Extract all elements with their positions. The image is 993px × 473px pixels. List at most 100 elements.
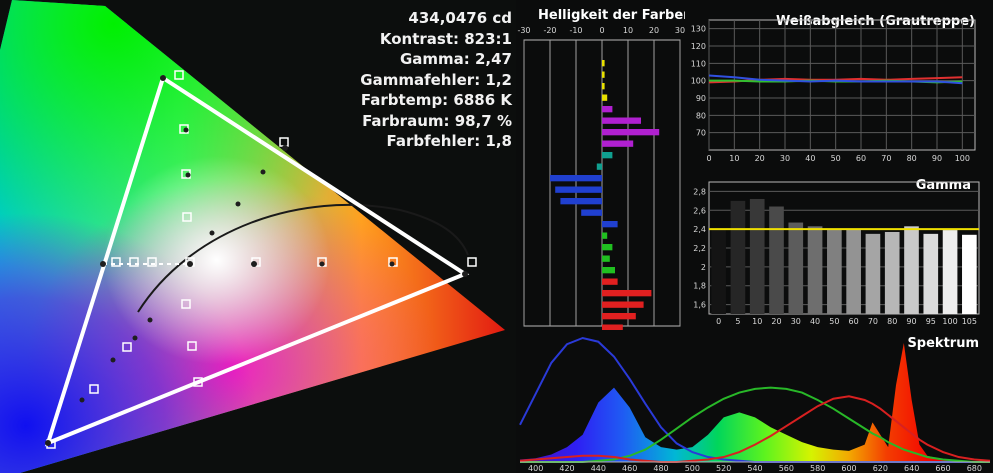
wb-y-tick-label: 100 — [691, 77, 706, 86]
gamma-value: Gamma: 2,47 — [399, 50, 512, 68]
white-balance-panel: Weißabgleich (Grautreppe) 130 120 110 100 90… — [685, 0, 993, 172]
measurement-stats: 434,0476 cd Kontrast: 823:1 Gamma: 2,47 … — [360, 8, 512, 152]
brightness-bar — [602, 94, 608, 101]
gamma-x-tick-label: 80 — [887, 317, 897, 326]
brightness-bar — [602, 83, 605, 90]
brightness-tick-label: 20 — [649, 26, 659, 35]
spectrum-chart: 400 420 440 460 480 500 520 540 560 580 600 620 640 6… — [519, 336, 991, 473]
spectrum-x-tick-label: 440 — [591, 464, 606, 473]
wb-y-tick-label: 70 — [696, 129, 706, 138]
white-balance-chart: 130 120 110 100 90 80 70 0 10 20 30 40 50 60 70 80 90 100 — [691, 19, 976, 163]
wb-x-tick-label: 50 — [831, 154, 841, 163]
gamma-y-tick-label: 2 — [701, 263, 706, 272]
brightness-bar — [602, 232, 608, 239]
wb-x-tick-label: 10 — [729, 154, 739, 163]
gamma-y-tick-label: 2,6 — [693, 206, 706, 215]
spectrum-title: Spektrum — [907, 336, 979, 351]
wb-x-tick-label: 0 — [706, 154, 711, 163]
brightness-bar — [602, 129, 660, 136]
wb-x-tick-label: 20 — [755, 154, 765, 163]
gamma-x-tick-label: 10 — [752, 317, 762, 326]
brightness-bar — [602, 267, 615, 274]
wb-x-tick-label: 40 — [805, 154, 815, 163]
brightness-panel: Helligkeit der Farben -30 -20 -10 0 10 20 30 — [516, 0, 692, 331]
brightness-tick-label: -30 — [517, 26, 530, 35]
spectrum-x-tick-label: 640 — [904, 464, 919, 473]
gamut-value: Farbraum: 98,7 % — [362, 111, 512, 130]
brightness-bar — [602, 221, 618, 228]
spectrum-curve-grün — [520, 386, 990, 463]
gamma-x-tick-label: 5 — [735, 317, 740, 326]
gamma-bar — [807, 226, 823, 314]
spectrum-x-tick-label: 660 — [935, 464, 950, 473]
brightness-bar — [602, 255, 610, 262]
brightness-bar — [596, 163, 602, 170]
luminance-value: 434,0476 cd — [408, 9, 512, 27]
gamma-y-tick-label: 1,8 — [693, 282, 706, 291]
wb-y-tick-label: 110 — [691, 59, 706, 68]
brightness-bar — [602, 324, 623, 331]
spectrum-x-tick-label: 580 — [810, 464, 825, 473]
brightness-bar — [602, 106, 613, 113]
brightness-bar — [555, 186, 602, 193]
gamma-y-tick-label: 2,4 — [693, 225, 706, 234]
brightness-bar — [602, 244, 613, 251]
gamma-error-value: Gammafehler: 1,2 — [360, 70, 512, 89]
gamma-x-tick-label: 20 — [771, 317, 781, 326]
color-temp-value: Farbtemp: 6886 K — [360, 91, 512, 109]
gamma-x-tick-label: 95 — [926, 317, 936, 326]
wb-x-tick-label: 60 — [856, 154, 866, 163]
brightness-bar — [602, 140, 634, 147]
brightness-title: Helligkeit der Farben — [538, 8, 693, 23]
brightness-bar — [602, 313, 636, 320]
gamma-x-tick-label: 0 — [716, 317, 721, 326]
brightness-bar — [602, 71, 605, 78]
spectrum-x-tick-label: 400 — [528, 464, 543, 473]
gamma-bar — [730, 200, 746, 314]
wb-frame — [708, 19, 976, 151]
contrast-value: Kontrast: 823:1 — [379, 29, 512, 48]
wb-y-tick-label: 80 — [696, 111, 706, 120]
gamma-bar — [711, 229, 726, 314]
gamma-x-tick-label: 100 — [942, 317, 957, 326]
gamma-x-tick-label: 30 — [791, 317, 801, 326]
gamma-bar — [923, 233, 939, 314]
wb-x-tick-label: 70 — [881, 154, 891, 163]
gamma-bar — [846, 229, 861, 314]
gamma-y-tick-label: 1,6 — [693, 301, 706, 310]
gamma-panel: Gamma 2,8 2,6 2,4 2,2 2 1,8 1,6 0 5 10 20 30 40 50 60 7… — [685, 172, 993, 330]
gamma-x-tick-label: 90 — [906, 317, 916, 326]
gamma-y-tick-label: 2,2 — [693, 244, 706, 253]
color-error-value: Farbfehler: 1,8 — [386, 132, 512, 150]
cie-diagram — [0, 0, 505, 473]
brightness-bar — [602, 301, 644, 308]
gamma-bar — [865, 233, 881, 314]
gamma-bar — [942, 230, 958, 314]
brightness-bar — [602, 117, 641, 124]
wb-x-tick-label: 100 — [955, 154, 970, 163]
spectrum-x-tick-label: 520 — [716, 464, 731, 473]
brightness-bar — [602, 290, 652, 297]
cie-chromaticity-panel: 434,0476 cd Kontrast: 823:1 Gamma: 2,47 … — [0, 0, 512, 473]
gamma-bar — [749, 198, 765, 314]
gamma-x-tick-label: 70 — [868, 317, 878, 326]
gamma-bar — [884, 231, 900, 314]
brightness-tick-label: 10 — [623, 26, 633, 35]
brightness-tick-label: -20 — [543, 26, 556, 35]
spectrum-x-tick-label: 620 — [873, 464, 888, 473]
blackbody-curve — [137, 203, 469, 313]
gamma-bar — [769, 206, 784, 314]
spectrum-x-tick-label: 560 — [779, 464, 794, 473]
wb-y-tick-label: 120 — [691, 42, 706, 51]
wb-series-b — [708, 74, 963, 85]
gamma-x-tick-label: 60 — [849, 317, 859, 326]
gamma-x-tick-label: 105 — [962, 317, 977, 326]
brightness-chart: -30 -20 -10 0 10 20 30 — [517, 26, 685, 331]
wb-y-tick-label: 90 — [696, 94, 706, 103]
spectrum-panel: Spektrum 400 420 440 460 480 500 520 540 560 580 6… — [516, 330, 993, 473]
spectrum-area — [520, 342, 990, 462]
wb-y-tick-label: 130 — [691, 25, 706, 34]
gamma-bar — [788, 222, 804, 314]
spectrum-x-tick-label: 500 — [685, 464, 700, 473]
brightness-tick-label: 0 — [599, 26, 604, 35]
